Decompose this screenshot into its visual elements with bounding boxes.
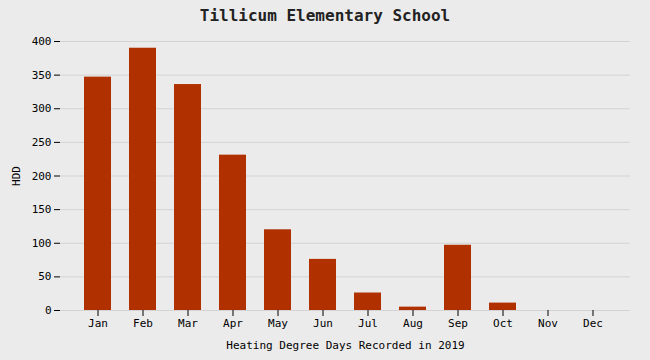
svg-text:May: May xyxy=(268,317,288,330)
svg-text:350: 350 xyxy=(32,69,52,82)
svg-text:Apr: Apr xyxy=(223,317,243,330)
svg-text:Heating Degree Days Recorded i: Heating Degree Days Recorded in 2019 xyxy=(226,339,464,352)
svg-text:Mar: Mar xyxy=(178,317,198,330)
svg-text:Feb: Feb xyxy=(133,317,153,330)
svg-text:250: 250 xyxy=(32,136,52,149)
svg-text:Nov: Nov xyxy=(538,317,558,330)
svg-text:Jul: Jul xyxy=(358,317,378,330)
svg-text:200: 200 xyxy=(32,170,52,183)
svg-text:0: 0 xyxy=(45,304,52,317)
svg-text:HDD: HDD xyxy=(10,166,23,186)
svg-text:300: 300 xyxy=(32,102,52,115)
svg-text:150: 150 xyxy=(32,203,52,216)
svg-text:Jun: Jun xyxy=(313,317,333,330)
svg-text:Dec: Dec xyxy=(583,317,603,330)
svg-text:100: 100 xyxy=(32,237,52,250)
svg-text:Aug: Aug xyxy=(403,317,423,330)
html-text:Tillicum Elementary School: Tillicum Elementary School xyxy=(199,6,451,25)
svg-text:Oct: Oct xyxy=(493,317,513,330)
svg-text:Jan: Jan xyxy=(88,317,108,330)
svg-text:Sep: Sep xyxy=(448,317,468,330)
svg-text:400: 400 xyxy=(32,35,52,48)
svg-text:50: 50 xyxy=(38,270,51,283)
